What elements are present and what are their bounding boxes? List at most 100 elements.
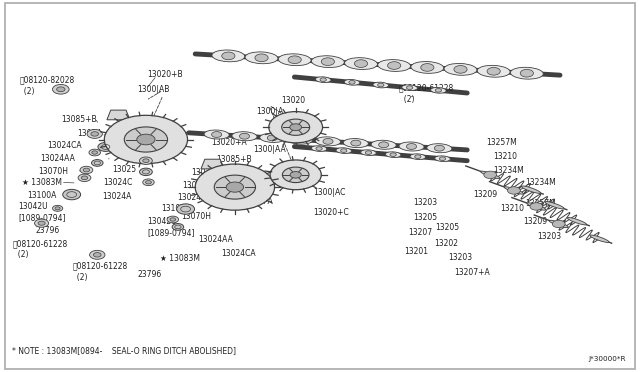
Circle shape bbox=[124, 127, 168, 152]
Circle shape bbox=[435, 89, 442, 92]
Text: J*30000*R: J*30000*R bbox=[588, 356, 626, 362]
Ellipse shape bbox=[245, 52, 278, 64]
Text: ★ 13083M: ★ 13083M bbox=[22, 178, 63, 187]
Text: 13070H: 13070H bbox=[38, 167, 68, 176]
Circle shape bbox=[226, 182, 244, 192]
Ellipse shape bbox=[311, 146, 327, 151]
Circle shape bbox=[295, 137, 305, 142]
Circle shape bbox=[378, 83, 384, 87]
Circle shape bbox=[323, 138, 333, 144]
Text: Ⓓ08120-61228
  (2): Ⓓ08120-61228 (2) bbox=[72, 262, 127, 282]
Text: Ⓓ08120-82028
  (2): Ⓓ08120-82028 (2) bbox=[19, 76, 74, 96]
Text: 13100A: 13100A bbox=[28, 191, 57, 200]
Circle shape bbox=[146, 180, 152, 184]
Ellipse shape bbox=[204, 130, 229, 139]
Circle shape bbox=[290, 171, 301, 178]
Circle shape bbox=[351, 140, 361, 146]
Circle shape bbox=[195, 164, 275, 210]
Circle shape bbox=[530, 203, 543, 210]
Text: 13024C: 13024C bbox=[104, 178, 133, 187]
Ellipse shape bbox=[287, 135, 313, 144]
Circle shape bbox=[104, 115, 188, 164]
Ellipse shape bbox=[312, 56, 344, 68]
Text: 13024CA: 13024CA bbox=[47, 141, 81, 150]
Text: 13024A: 13024A bbox=[177, 193, 207, 202]
Ellipse shape bbox=[212, 50, 245, 62]
Circle shape bbox=[239, 133, 250, 139]
Text: 13234M: 13234M bbox=[525, 178, 556, 187]
Text: 13024C: 13024C bbox=[182, 182, 212, 190]
Circle shape bbox=[143, 159, 149, 163]
Ellipse shape bbox=[316, 137, 340, 146]
Ellipse shape bbox=[343, 138, 369, 148]
Text: Ⓓ08120-61228
  (2): Ⓓ08120-61228 (2) bbox=[399, 84, 454, 104]
Text: 13042U
[1089-0794]: 13042U [1089-0794] bbox=[147, 217, 195, 237]
Circle shape bbox=[454, 65, 467, 73]
Ellipse shape bbox=[590, 235, 609, 243]
Ellipse shape bbox=[481, 171, 500, 179]
Text: Ⓓ08120-61228
  (2): Ⓓ08120-61228 (2) bbox=[13, 239, 68, 259]
Circle shape bbox=[552, 220, 565, 228]
Circle shape bbox=[214, 175, 255, 199]
Circle shape bbox=[365, 151, 372, 154]
Text: 13207+A: 13207+A bbox=[454, 268, 490, 277]
Text: 13020+B: 13020+B bbox=[147, 70, 183, 79]
Text: 13024AA: 13024AA bbox=[198, 235, 233, 244]
Ellipse shape bbox=[361, 150, 376, 155]
Ellipse shape bbox=[545, 202, 564, 209]
Ellipse shape bbox=[316, 77, 331, 83]
Circle shape bbox=[92, 160, 103, 166]
Text: 13070H: 13070H bbox=[181, 212, 211, 221]
Circle shape bbox=[487, 67, 500, 75]
Circle shape bbox=[170, 218, 175, 221]
Circle shape bbox=[290, 124, 301, 131]
Ellipse shape bbox=[431, 87, 446, 93]
Circle shape bbox=[508, 187, 520, 194]
Circle shape bbox=[167, 216, 179, 223]
Text: 13205: 13205 bbox=[435, 223, 460, 232]
Ellipse shape bbox=[232, 132, 257, 141]
Text: 1300|A: 1300|A bbox=[256, 107, 284, 116]
Text: 13025+A: 13025+A bbox=[191, 169, 227, 177]
Circle shape bbox=[55, 207, 60, 210]
Circle shape bbox=[269, 112, 323, 143]
Ellipse shape bbox=[371, 140, 396, 149]
Ellipse shape bbox=[344, 80, 360, 85]
Ellipse shape bbox=[510, 67, 543, 79]
Circle shape bbox=[270, 160, 321, 190]
Polygon shape bbox=[107, 110, 130, 120]
Ellipse shape bbox=[373, 82, 388, 88]
Circle shape bbox=[390, 153, 396, 157]
Circle shape bbox=[520, 70, 533, 77]
Ellipse shape bbox=[402, 85, 417, 90]
Circle shape bbox=[83, 168, 90, 172]
Text: 13209: 13209 bbox=[523, 217, 547, 226]
Ellipse shape bbox=[522, 186, 541, 193]
Ellipse shape bbox=[527, 203, 546, 210]
Text: 13025: 13025 bbox=[112, 165, 136, 174]
Circle shape bbox=[93, 253, 101, 257]
Text: 1300|AC: 1300|AC bbox=[314, 188, 346, 197]
Circle shape bbox=[282, 119, 310, 135]
Ellipse shape bbox=[385, 152, 401, 157]
Circle shape bbox=[316, 147, 322, 150]
Text: ★ 13083M: ★ 13083M bbox=[160, 254, 200, 263]
Circle shape bbox=[87, 129, 102, 138]
Text: 13207: 13207 bbox=[408, 228, 433, 237]
Circle shape bbox=[52, 84, 69, 94]
Circle shape bbox=[81, 176, 88, 180]
Circle shape bbox=[92, 151, 97, 154]
Text: 13085+B: 13085+B bbox=[216, 155, 252, 164]
Ellipse shape bbox=[344, 58, 378, 70]
Circle shape bbox=[80, 166, 93, 174]
Circle shape bbox=[484, 171, 497, 179]
Circle shape bbox=[140, 157, 152, 164]
Text: 13085+B: 13085+B bbox=[61, 115, 97, 124]
Circle shape bbox=[91, 132, 99, 136]
Text: 13209: 13209 bbox=[474, 190, 498, 199]
Text: 13042U
[1089-0794]: 13042U [1089-0794] bbox=[18, 202, 65, 222]
Circle shape bbox=[35, 219, 49, 227]
Circle shape bbox=[406, 86, 413, 90]
Ellipse shape bbox=[427, 144, 452, 153]
Circle shape bbox=[268, 135, 277, 141]
